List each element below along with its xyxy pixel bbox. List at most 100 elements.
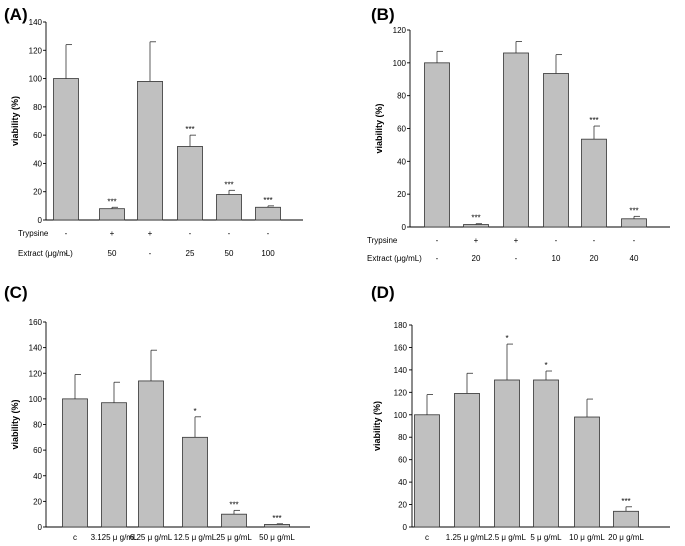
panel-b-row-value: 10 (552, 254, 561, 263)
panel-c-bar (62, 398, 88, 528)
panel-a-row-value: - (65, 249, 68, 258)
panel-c-y-tick-label: 60 (33, 446, 42, 455)
panel-b-y-tick-label: 80 (397, 92, 406, 101)
panel-c-y-tick-label: 120 (29, 369, 43, 378)
panel-b-y-tick-label: 100 (393, 59, 407, 68)
panel-a-y-tick-label: 60 (33, 131, 42, 140)
panel-b-significance-label: *** (629, 206, 638, 215)
panel-c-y-tick-label: 20 (33, 497, 42, 506)
panel-d-x-tick-label: 5 μ g/mL (530, 533, 562, 542)
panel-a-y-tick-label: 140 (29, 18, 43, 27)
panel-a-y-tick-label: 100 (29, 75, 43, 84)
panel-a-row-label: Extract (μg/mL) (18, 249, 73, 258)
panel-c-significance-label: *** (229, 500, 238, 509)
panel-b-row-value: - (593, 236, 596, 245)
panel-d-significance-label: *** (621, 497, 630, 506)
panel-a-bar (216, 194, 242, 221)
panel-b-row-value: - (555, 236, 558, 245)
panel-a-row-value: 25 (186, 249, 195, 258)
panel-a-y-tick-label: 40 (33, 159, 42, 168)
panel-a-y-tick-label: 0 (38, 216, 43, 225)
panel-c-bar (264, 524, 290, 528)
panel-c-x-tick-label: c (73, 533, 77, 542)
panel-d-y-tick-label: 20 (398, 501, 407, 510)
panel-a-bar (137, 81, 163, 221)
panel-d-bar (574, 416, 600, 528)
panel-b-row-value: 40 (630, 254, 639, 263)
panel-a-significance-label: *** (107, 197, 116, 206)
panel-d-y-tick-label: 0 (403, 523, 408, 532)
panel-d-y-axis-title: viability (%) (372, 401, 382, 451)
panel-b-y-tick-label: 40 (397, 157, 406, 166)
panel-c-bar (182, 436, 208, 528)
panel-b-row-value: 20 (472, 254, 481, 263)
panel-d-bar (613, 510, 639, 528)
panel-c-x-tick-label: 25 μ g/mL (216, 533, 252, 542)
panel-b-row-value: 20 (590, 254, 599, 263)
panel-b-bar (581, 138, 607, 228)
panel-d-significance-label: * (544, 361, 547, 370)
panel-d-bar (533, 379, 559, 528)
panel-b-row-value: + (514, 236, 519, 245)
panel-b-y-tick-label: 20 (397, 190, 406, 199)
panel-d-label: (D) (371, 283, 395, 302)
panel-c-x-tick-label: 12.5 μ g/mL (174, 533, 217, 542)
panel-c-y-tick-label: 40 (33, 472, 42, 481)
panel-d-y-tick-label: 100 (394, 411, 408, 420)
panel-c-significance-label: * (193, 407, 196, 416)
panel-d-y-tick-label: 80 (398, 433, 407, 442)
panel-a-row-value: - (149, 249, 152, 258)
panel-d-y-tick-label: 160 (394, 343, 408, 352)
panel-c-y-tick-label: 80 (33, 421, 42, 430)
panel-d-x-tick-label: 20 μ g/mL (608, 533, 644, 542)
panel-a-row-value: - (65, 229, 68, 238)
panel-b-row-value: - (436, 254, 439, 263)
panel-d-y-tick-label: 180 (394, 321, 408, 330)
panel-a-row-value: 100 (261, 249, 275, 258)
panel-d-significance-label: * (505, 334, 508, 343)
panel-a-bar (99, 208, 125, 221)
panel-a-bar (177, 146, 203, 221)
panel-b-row-label: Extract (μg/mL) (367, 254, 422, 263)
panel-c-y-tick-label: 140 (29, 344, 43, 353)
panel-d-y-tick-label: 140 (394, 366, 408, 375)
panel-b-y-axis-title: viability (%) (374, 103, 384, 153)
panel-c-x-tick-label: 6.25 μ g/mL (130, 533, 173, 542)
panel-c-significance-label: *** (272, 514, 281, 523)
panel-b-significance-label: *** (471, 214, 480, 223)
panel-b-row-value: + (474, 236, 479, 245)
panel-a-significance-label: *** (263, 196, 272, 205)
panel-b-bar (543, 73, 569, 228)
panel-a-label: (A) (4, 5, 28, 24)
panel-d-x-tick-label: 2.5 μ g/mL (488, 533, 527, 542)
panel-d-x-tick-label: 1.25 μ g/mL (446, 533, 489, 542)
panel-a-y-axis-title: viability (%) (10, 96, 20, 146)
panel-c-y-axis-title: viability (%) (10, 399, 20, 449)
panel-d-y-tick-label: 120 (394, 388, 408, 397)
panel-a-row-value: - (267, 229, 270, 238)
panel-d-y-tick-label: 60 (398, 456, 407, 465)
panel-b-bar (424, 62, 450, 228)
panel-b-significance-label: *** (589, 116, 598, 125)
panel-a-row-value: + (110, 229, 115, 238)
panel-a-row-value: - (228, 229, 231, 238)
panel-b-row-value: - (436, 236, 439, 245)
panel-a-y-tick-label: 20 (33, 188, 42, 197)
panel-c-x-tick-label: 50 μ g/mL (259, 533, 295, 542)
panel-a-y-tick-label: 80 (33, 103, 42, 112)
panel-b-label: (B) (371, 5, 395, 24)
panel-c-bar (138, 380, 164, 528)
panel-d-x-tick-label: 10 μ g/mL (569, 533, 605, 542)
panel-a-row-value: - (189, 229, 192, 238)
panel-a-row-value: + (148, 229, 153, 238)
panel-b-bar (621, 218, 647, 228)
panel-a-row-value: 50 (108, 249, 117, 258)
panel-c-bar (101, 402, 127, 528)
panel-b-y-tick-label: 60 (397, 125, 406, 134)
panel-c-y-tick-label: 100 (29, 395, 43, 404)
panel-b-bar (463, 224, 489, 228)
panel-b-row-value: - (633, 236, 636, 245)
panel-d-bar (494, 379, 520, 528)
panel-a-significance-label: *** (224, 180, 233, 189)
panel-c-y-tick-label: 0 (38, 523, 43, 532)
